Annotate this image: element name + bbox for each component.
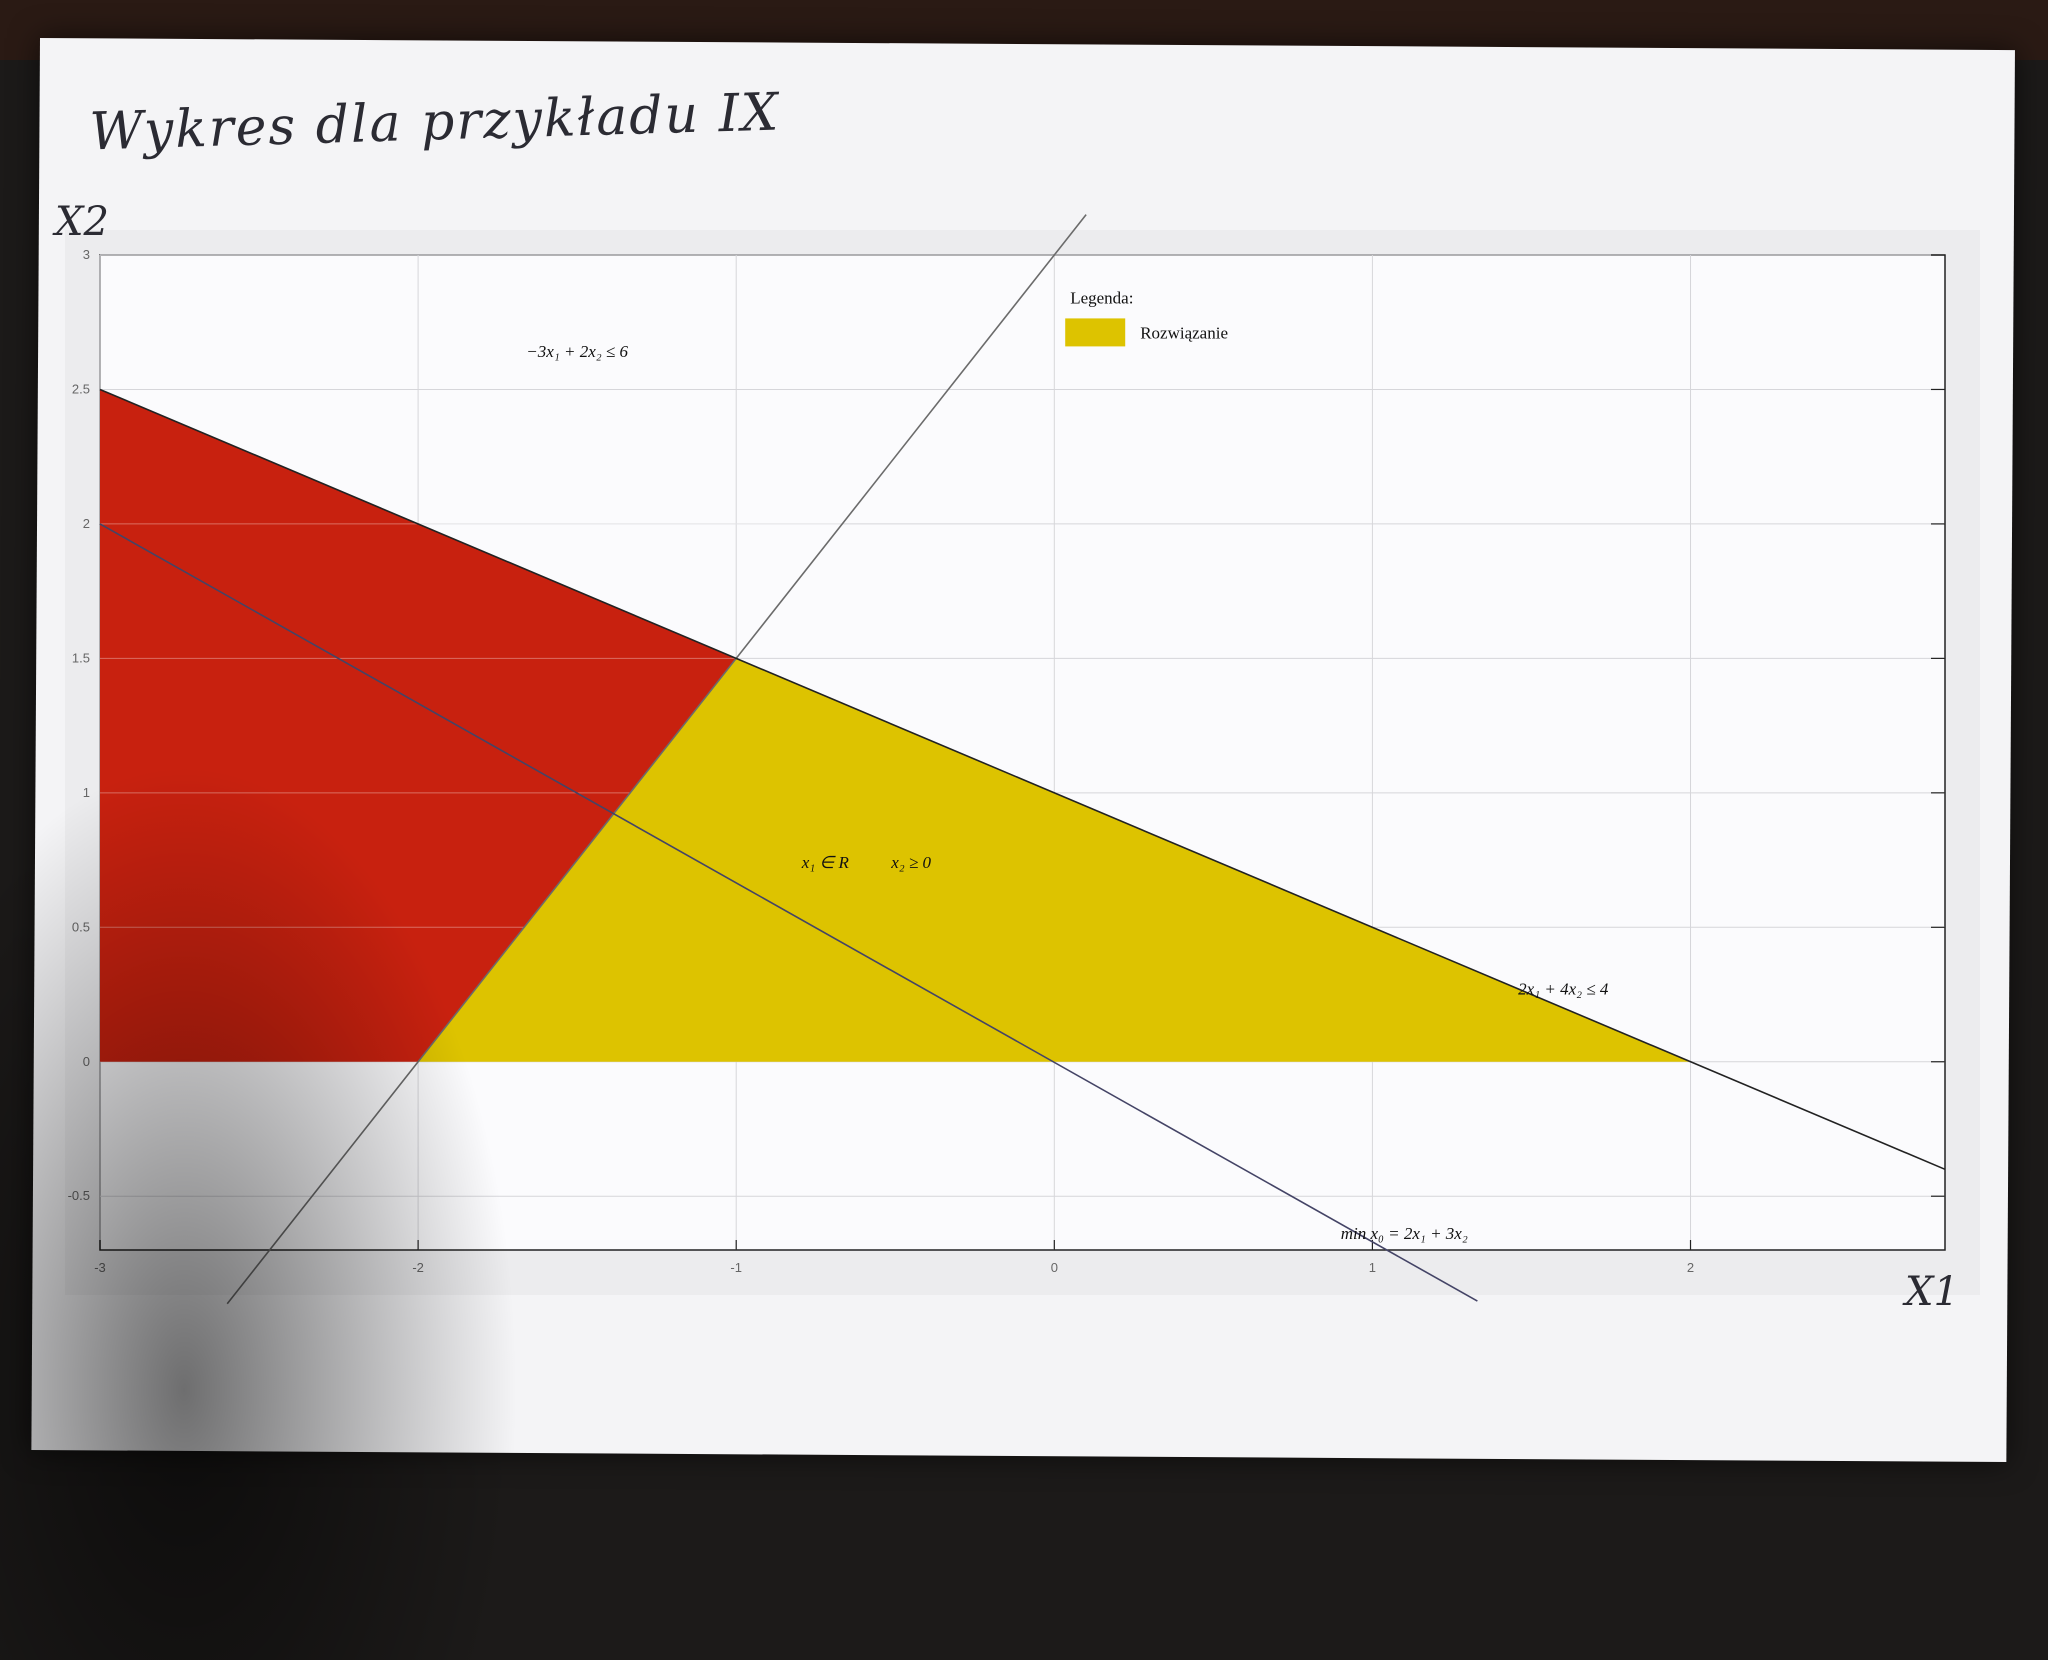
y-tick-label: 3 [83,247,90,262]
annotation-label: −3x₁ + 2x₂ ≤ 6 [526,342,628,361]
legend-title: Legenda: [1070,288,1133,307]
plot-area: -3 -2 -1 0 1 2 -0.5 0 0.5 1 1.5 2 2.5 3 −3x₁ + 2x₂ ≤ 6… [52,199,1980,1315]
region-solution [418,658,1691,1062]
x-tick-label: 1 [1369,1260,1376,1275]
y-axis-label: X2 [52,199,109,245]
y-tick-label: 1.5 [72,650,90,665]
constraint-line-2 [99,388,1946,1171]
x-tick-label: 0 [1051,1260,1058,1275]
annotation-label: 2x₁ + 4x₂ ≤ 4 [1518,980,1609,999]
y-tick-label: 1 [83,785,90,800]
annotation-label: min x₀ = 2x₁ + 3x₂ [1341,1224,1468,1243]
y-tick-label: 2 [83,516,90,531]
legend-swatch [1065,318,1126,347]
constraint-line-3 [99,523,1478,1302]
legend-label: Rozwiązanie [1140,323,1228,342]
x-tick-label: -2 [412,1260,424,1275]
annotation-label: x₂ ≥ 0 [890,853,931,872]
annotation-label: x₁ ∈ R [801,853,850,872]
y-tick-label: 0 [83,1054,90,1069]
x-axis-label: X1 [1902,1269,1959,1315]
x-tick-label: 2 [1687,1260,1694,1275]
chart-svg: -3 -2 -1 0 1 2 -0.5 0 0.5 1 1.5 2 2.5 3 −3x₁ + 2x₂ ≤ 6… [52,199,1980,1315]
y-tick-label: -0.5 [68,1188,90,1203]
y-tick-label: 2.5 [72,381,90,396]
x-tick-label: -3 [94,1260,106,1275]
x-tick-label: -1 [730,1260,742,1275]
y-tick-label: 0.5 [72,919,90,934]
